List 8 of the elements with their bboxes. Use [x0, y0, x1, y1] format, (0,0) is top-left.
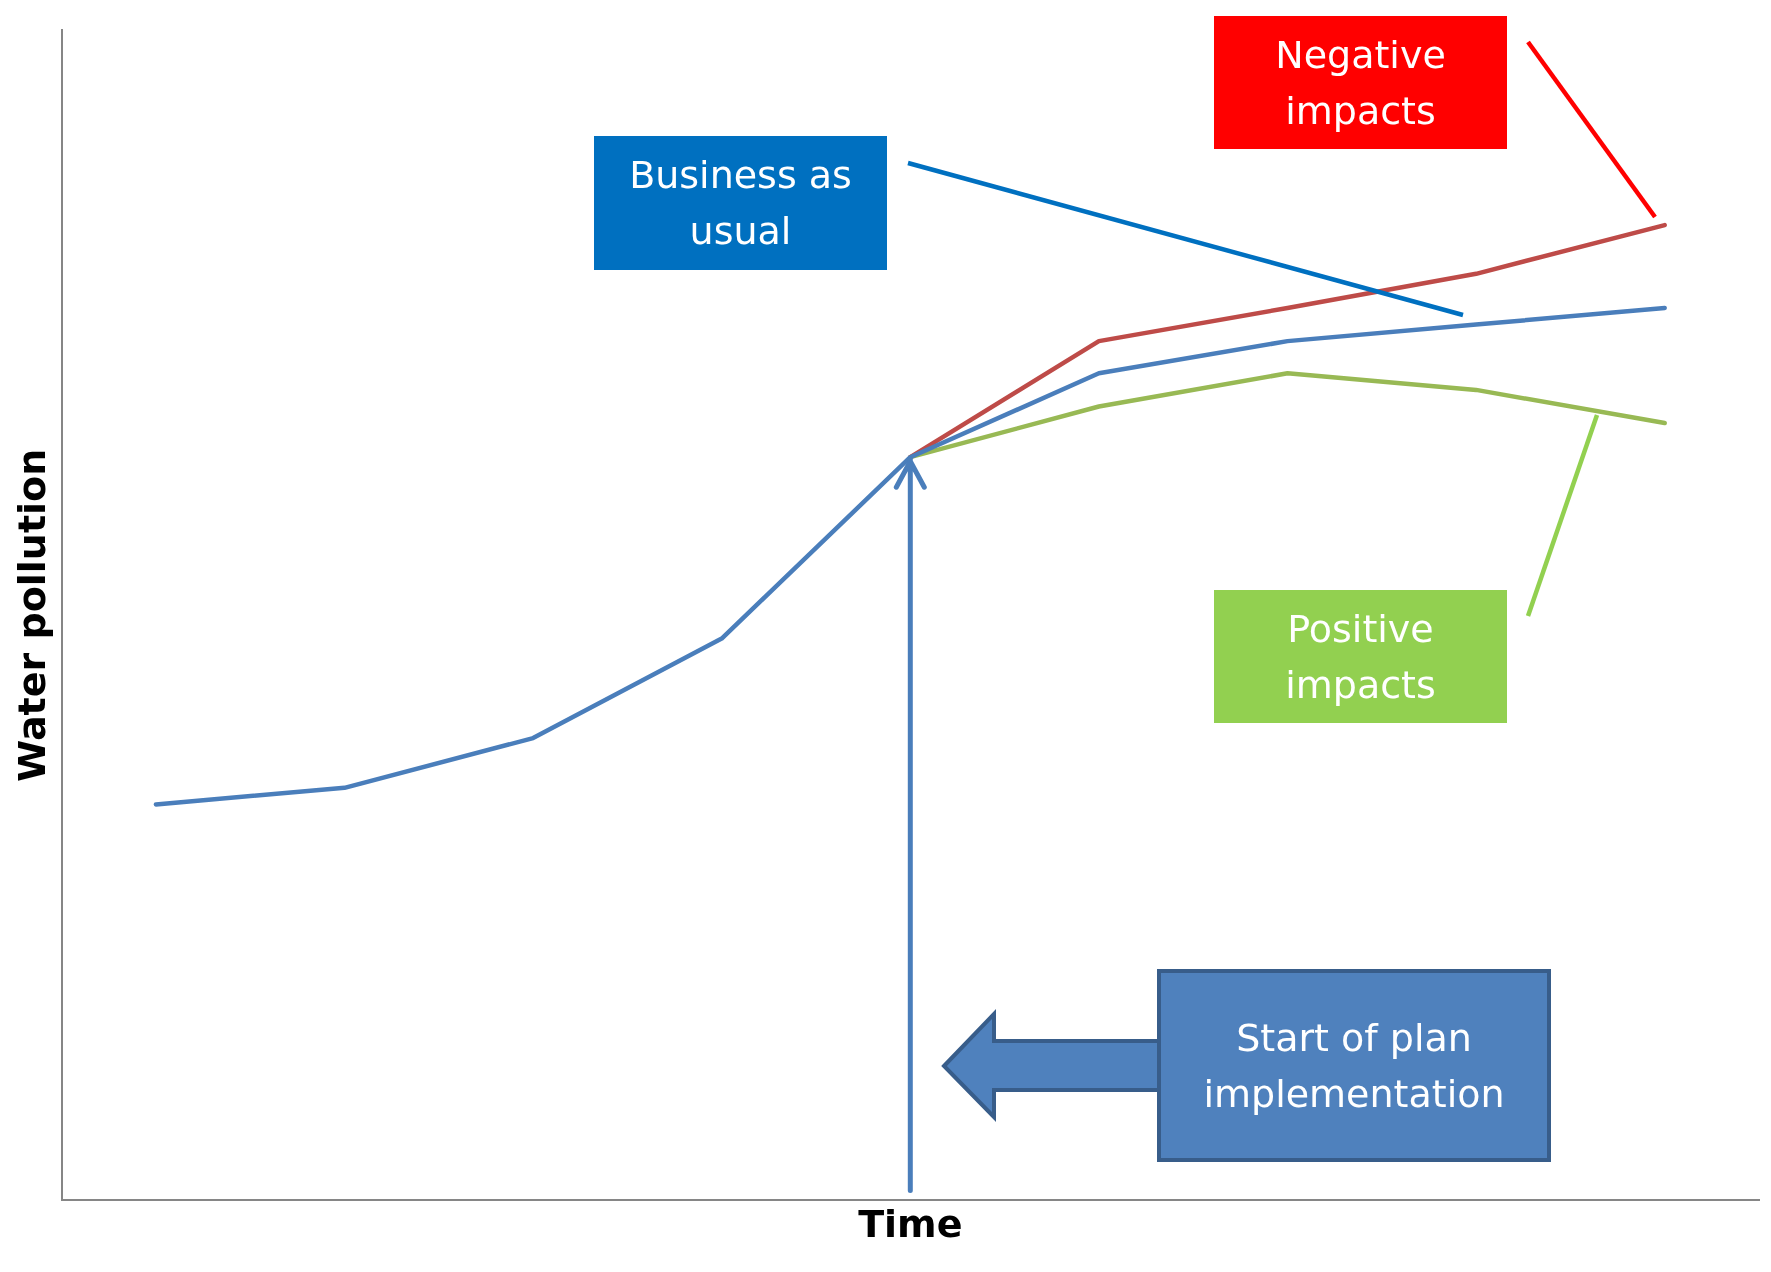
x-axis-title: Time — [858, 1202, 963, 1247]
annotation: Positive impacts — [1214, 590, 1507, 723]
callout: Business as usual — [591, 133, 1466, 318]
y-axis-title: Water pollution — [9, 448, 54, 782]
annotation: Business as usual — [594, 136, 887, 270]
callout: Start of plan implementation — [1154, 966, 1554, 1165]
callout: Positive impacts — [1211, 412, 1600, 726]
callout: Negative impacts — [1211, 13, 1658, 220]
